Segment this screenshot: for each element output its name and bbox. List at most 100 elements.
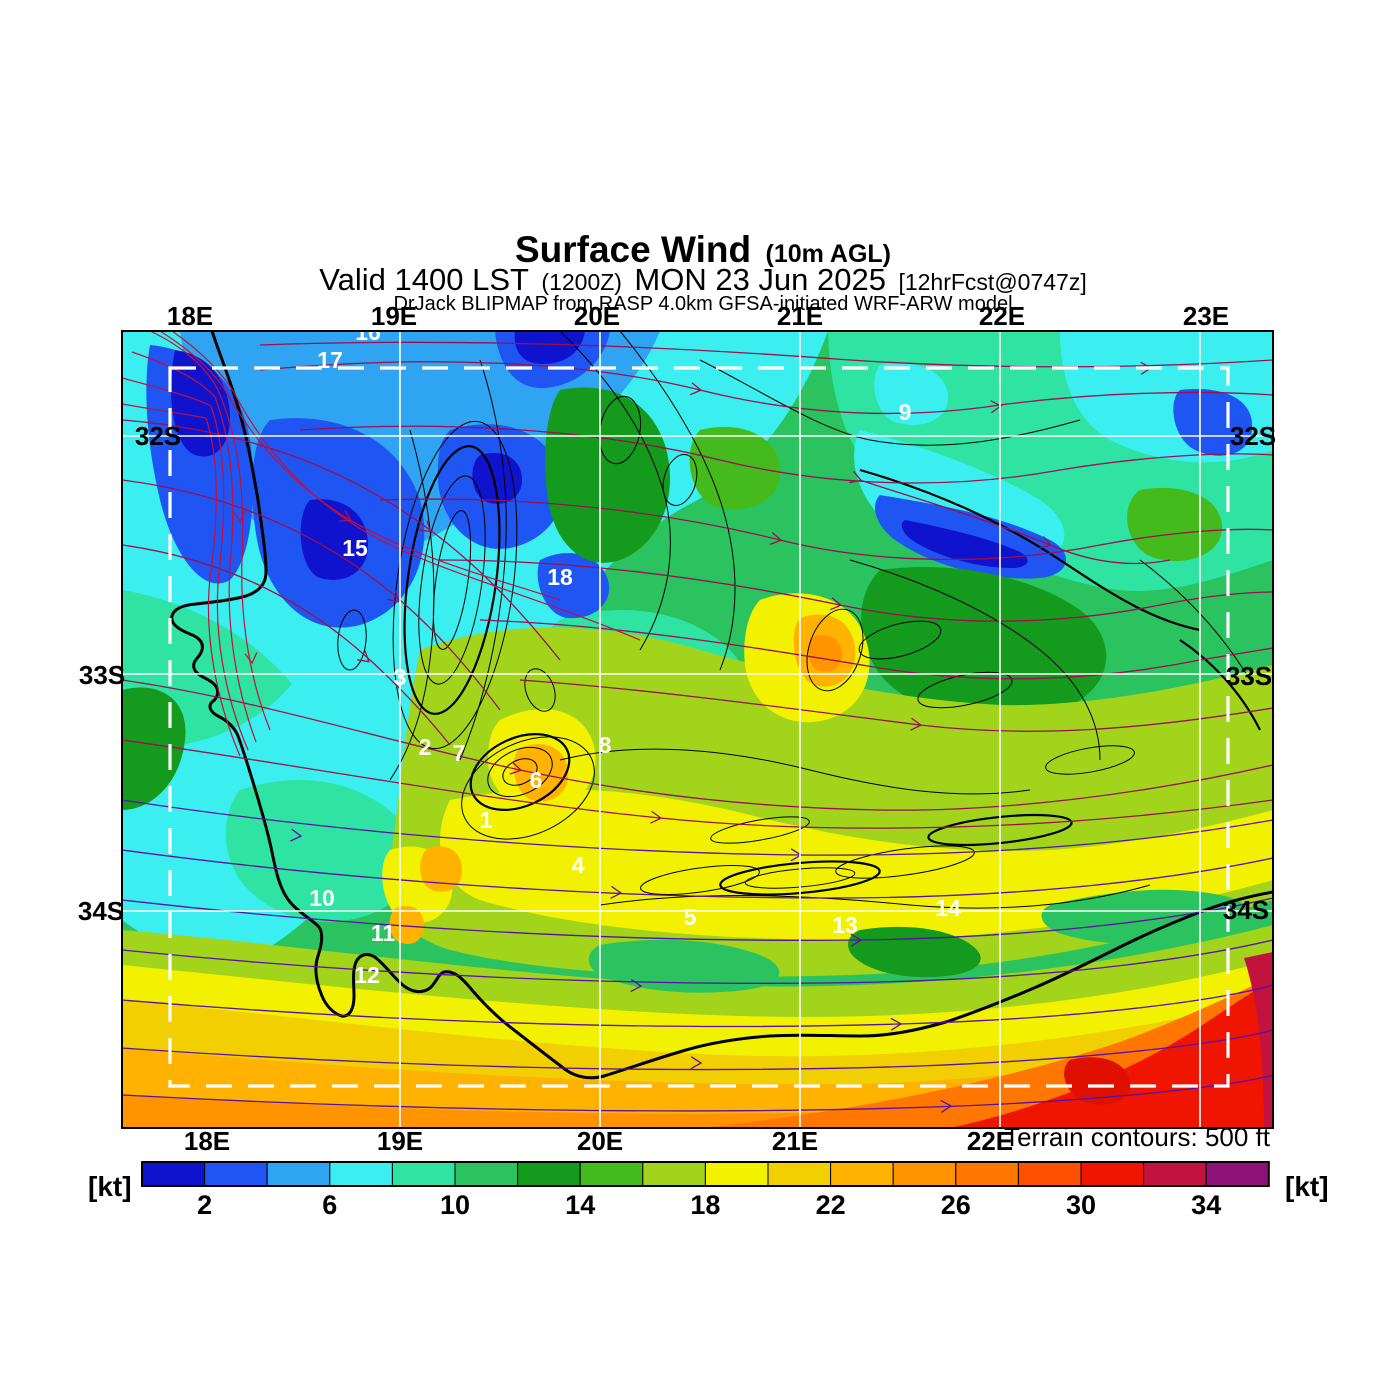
fill-darkgreen-eastmass xyxy=(861,566,1107,722)
lon-label-top: 23E xyxy=(1183,301,1229,331)
valid-prefix: Valid 1400 LST xyxy=(319,262,529,297)
colorbar-segment xyxy=(579,1161,644,1187)
page-title: Surface Wind (10m AGL) xyxy=(515,229,891,270)
colorbar-segment xyxy=(1080,1161,1145,1187)
colorbar-tick: 14 xyxy=(565,1190,595,1220)
lat-label-right: 34S xyxy=(1223,895,1269,925)
unit-label-left: [kt] xyxy=(88,1171,132,1202)
valid-line: Valid 1400 LST (1200Z) MON 23 Jun 2025 [… xyxy=(319,262,1086,297)
fill-darkblue-core xyxy=(300,499,368,580)
site-marker: 14 xyxy=(935,895,961,921)
fill-blue-small xyxy=(537,552,610,619)
colorbar-tick: 26 xyxy=(941,1190,971,1220)
domain-boundary xyxy=(168,366,1230,1088)
lon-label-top: 21E xyxy=(777,301,823,331)
fill-midgreen-patch xyxy=(1127,487,1223,562)
lat-label-left: 32S xyxy=(135,421,181,451)
lon-label-bottom: 18E xyxy=(184,1126,230,1156)
fill-blue-east-edge xyxy=(1173,389,1253,456)
colorbar-segment xyxy=(454,1161,519,1187)
fill-midgreen-patch xyxy=(689,426,781,510)
site-marker: 12 xyxy=(354,962,380,988)
site-marker: 13 xyxy=(832,912,858,938)
site-marker: 5 xyxy=(684,904,697,930)
colorbar-segment xyxy=(517,1161,581,1187)
lon-label-top: 20E xyxy=(574,301,620,331)
fill-red-blob xyxy=(1064,1057,1131,1105)
lon-label-top: 22E xyxy=(979,301,1025,331)
colorbar-tick: 22 xyxy=(816,1190,846,1220)
colorbar-segment xyxy=(767,1161,832,1187)
colorbar-tick: 6 xyxy=(322,1190,337,1220)
colorbar-tick: 30 xyxy=(1066,1190,1096,1220)
map-frame xyxy=(121,330,1274,1129)
fill-orange-spot xyxy=(389,906,424,945)
fill-teal-coast xyxy=(225,780,418,922)
fill-crimson-strip xyxy=(1244,952,1273,1128)
forecast-tag: [12hrFcst@0747z] xyxy=(898,269,1086,295)
colorbar-segment xyxy=(141,1161,206,1187)
colorbar-segment xyxy=(1205,1161,1270,1187)
colorbar-tick: 10 xyxy=(440,1190,470,1220)
site-marker: 15 xyxy=(342,535,368,561)
fill-darkblue-core xyxy=(514,331,585,365)
valid-date: MON 23 Jun 2025 xyxy=(634,262,886,297)
colorbar-tick: 34 xyxy=(1191,1190,1221,1220)
lon-label-top: 18E xyxy=(167,301,213,331)
site-marker: 16 xyxy=(355,319,381,345)
colorbar-segments xyxy=(141,1161,1270,1187)
site-marker: 6 xyxy=(530,767,543,793)
colorbar-segment xyxy=(955,1161,1019,1187)
fill-cyan-patch xyxy=(874,363,949,425)
colorbar-border xyxy=(141,1161,1270,1187)
site-markers: 1 2 3 4 5 6 7 8 9 10 11 12 13 14 15 16 1… xyxy=(309,319,961,988)
site-marker: 11 xyxy=(371,920,396,946)
site-marker: 9 xyxy=(899,399,912,425)
title-main: Surface Wind xyxy=(515,229,751,270)
fill-orange-spot xyxy=(420,846,462,892)
site-marker: 7 xyxy=(453,740,466,766)
lon-label-bottom: 22E xyxy=(967,1126,1013,1156)
axis-labels: 18E 19E 20E 21E 22E 23E 18E 19E 20E 21E … xyxy=(78,301,1276,1156)
map-body: 1 2 3 4 5 6 7 8 9 10 11 12 13 14 15 16 1… xyxy=(122,319,1273,1128)
colorbar-segment xyxy=(266,1161,331,1187)
colorbar-segment xyxy=(704,1161,769,1187)
lat-label-right: 32S xyxy=(1230,421,1276,451)
unit-label-right: [kt] xyxy=(1285,1171,1329,1202)
fill-red-corner xyxy=(950,978,1273,1128)
streamlines xyxy=(122,331,1273,1114)
graticule xyxy=(122,331,1273,1128)
lat-label-left: 33S xyxy=(79,660,125,690)
colorbar-segment xyxy=(642,1161,706,1187)
terrain-note: Terrain contours: 500 ft xyxy=(1004,1122,1271,1152)
colorbar-segment xyxy=(1017,1161,1082,1187)
title-suffix: (10m AGL) xyxy=(766,240,891,268)
site-marker: 3 xyxy=(394,664,407,690)
lat-label-left: 34S xyxy=(78,896,124,926)
fill-green-southcoast xyxy=(588,939,780,993)
colorbar-segment xyxy=(391,1161,456,1187)
fill-yellow-southband xyxy=(122,960,1273,1066)
colorbar-legend: [kt] [kt] 2 6 10 14 xyxy=(88,1161,1329,1220)
lon-label-top: 19E xyxy=(371,301,417,331)
colorbar-ticks: 2 6 10 14 18 22 26 30 34 xyxy=(197,1190,1221,1220)
colorbar-segment xyxy=(329,1161,393,1187)
site-marker: 4 xyxy=(572,852,585,878)
lon-label-bottom: 20E xyxy=(577,1126,623,1156)
fill-green-southeast xyxy=(1041,889,1249,945)
site-marker: 1 xyxy=(480,807,493,833)
fill-deeporange-spot xyxy=(808,634,842,672)
site-marker: 18 xyxy=(547,564,573,590)
colorbar-segment xyxy=(830,1161,894,1187)
site-marker: 8 xyxy=(599,732,612,758)
lon-label-bottom: 21E xyxy=(772,1126,818,1156)
site-marker: 2 xyxy=(419,734,432,760)
colorbar-segment xyxy=(1143,1161,1207,1187)
colorbar-segment xyxy=(204,1161,268,1187)
colorbar-segment xyxy=(892,1161,957,1187)
coastline xyxy=(170,331,1273,1080)
colorbar-tick: 18 xyxy=(690,1190,720,1220)
lon-label-bottom: 19E xyxy=(377,1126,423,1156)
site-marker: 17 xyxy=(317,347,343,373)
